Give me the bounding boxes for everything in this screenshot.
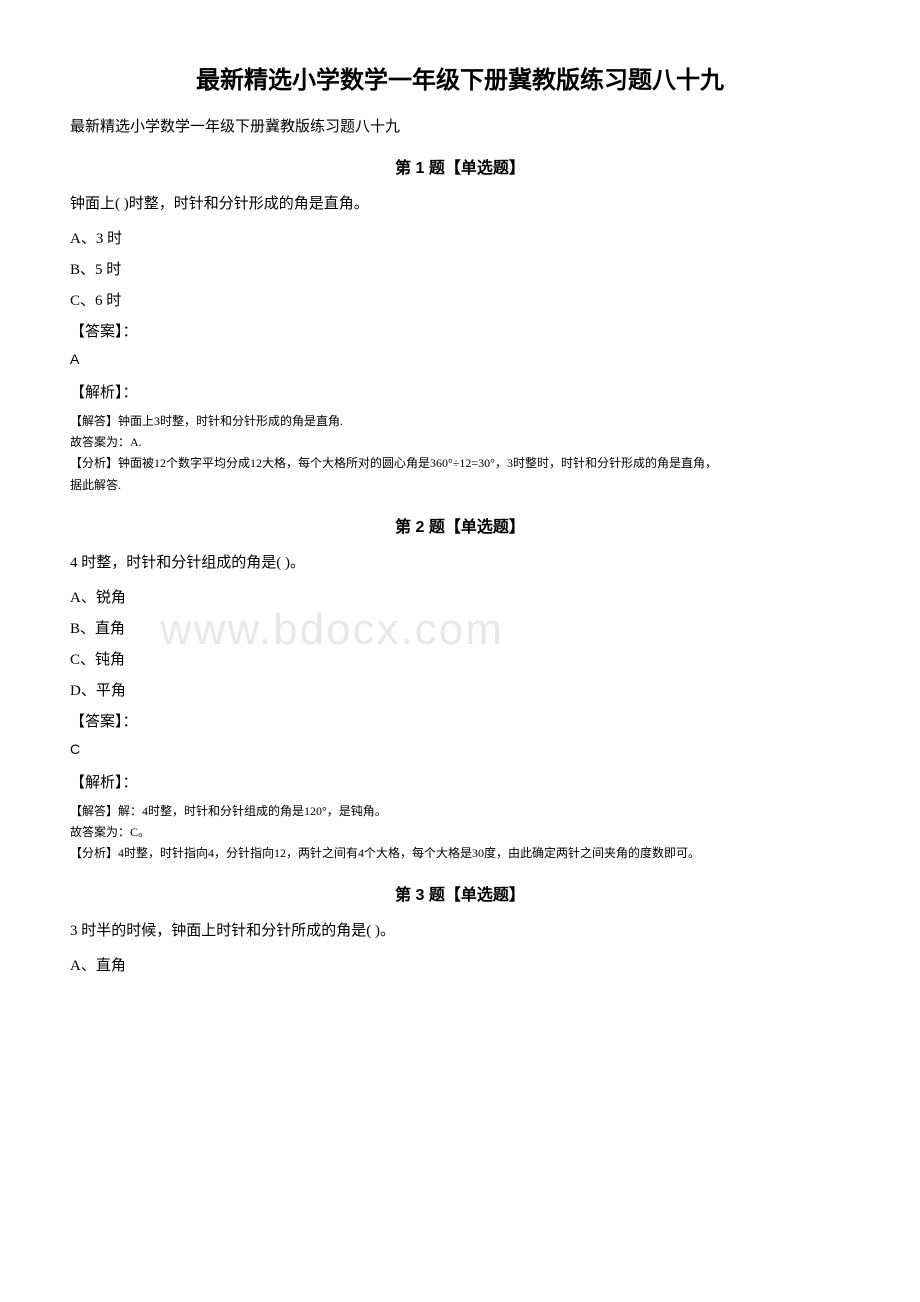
- main-title: 最新精选小学数学一年级下册冀教版练习题八十九: [70, 60, 850, 95]
- question-1-answer-label: 【答案】：: [70, 320, 850, 341]
- question-2-analysis-label: 【解析】：: [70, 771, 850, 792]
- question-1-analysis-line1: 【解答】钟面上3时整，时针和分针形成的角是直角.: [70, 412, 850, 431]
- question-2-option-b: B、直角: [70, 617, 850, 638]
- question-3-header: 第 3 题【单选题】: [70, 881, 850, 905]
- question-3-option-a: A、直角: [70, 954, 850, 975]
- question-2-answer-label: 【答案】：: [70, 710, 850, 731]
- question-1-analysis-label: 【解析】：: [70, 381, 850, 402]
- question-2-option-a: A、锐角: [70, 586, 850, 607]
- question-2-analysis-line2: 故答案为：C。: [70, 823, 850, 842]
- question-1-header: 第 1 题【单选题】: [70, 154, 850, 178]
- question-1-text: 钟面上( )时整，时针和分针形成的角是直角。: [70, 192, 850, 213]
- subtitle: 最新精选小学数学一年级下册冀教版练习题八十九: [70, 115, 850, 136]
- document-content: 最新精选小学数学一年级下册冀教版练习题八十九 最新精选小学数学一年级下册冀教版练…: [70, 60, 850, 975]
- question-1-analysis-line3: 【分析】钟面被12个数字平均分成12大格，每个大格所对的圆心角是360°÷12=…: [70, 454, 850, 473]
- question-1-option-c: C、6 时: [70, 289, 850, 310]
- question-2-analysis-line3: 【分析】4时整，时针指向4，分针指向12，两针之间有4个大格，每个大格是30度，…: [70, 844, 850, 863]
- question-1-option-a: A、3 时: [70, 227, 850, 248]
- question-2-answer: C: [70, 741, 850, 757]
- question-2-option-d: D、平角: [70, 679, 850, 700]
- question-1-analysis-line2: 故答案为：A.: [70, 433, 850, 452]
- question-1-answer: A: [70, 351, 850, 367]
- question-1-option-b: B、5 时: [70, 258, 850, 279]
- question-3-text: 3 时半的时候，钟面上时针和分针所成的角是( )。: [70, 919, 850, 940]
- question-2-analysis-line1: 【解答】解：4时整，时针和分针组成的角是120°，是钝角。: [70, 802, 850, 821]
- question-1-analysis-line4: 据此解答.: [70, 476, 850, 495]
- question-2-option-c: C、钝角: [70, 648, 850, 669]
- question-2-text: 4 时整，时针和分针组成的角是( )。: [70, 551, 850, 572]
- question-2-header: 第 2 题【单选题】: [70, 513, 850, 537]
